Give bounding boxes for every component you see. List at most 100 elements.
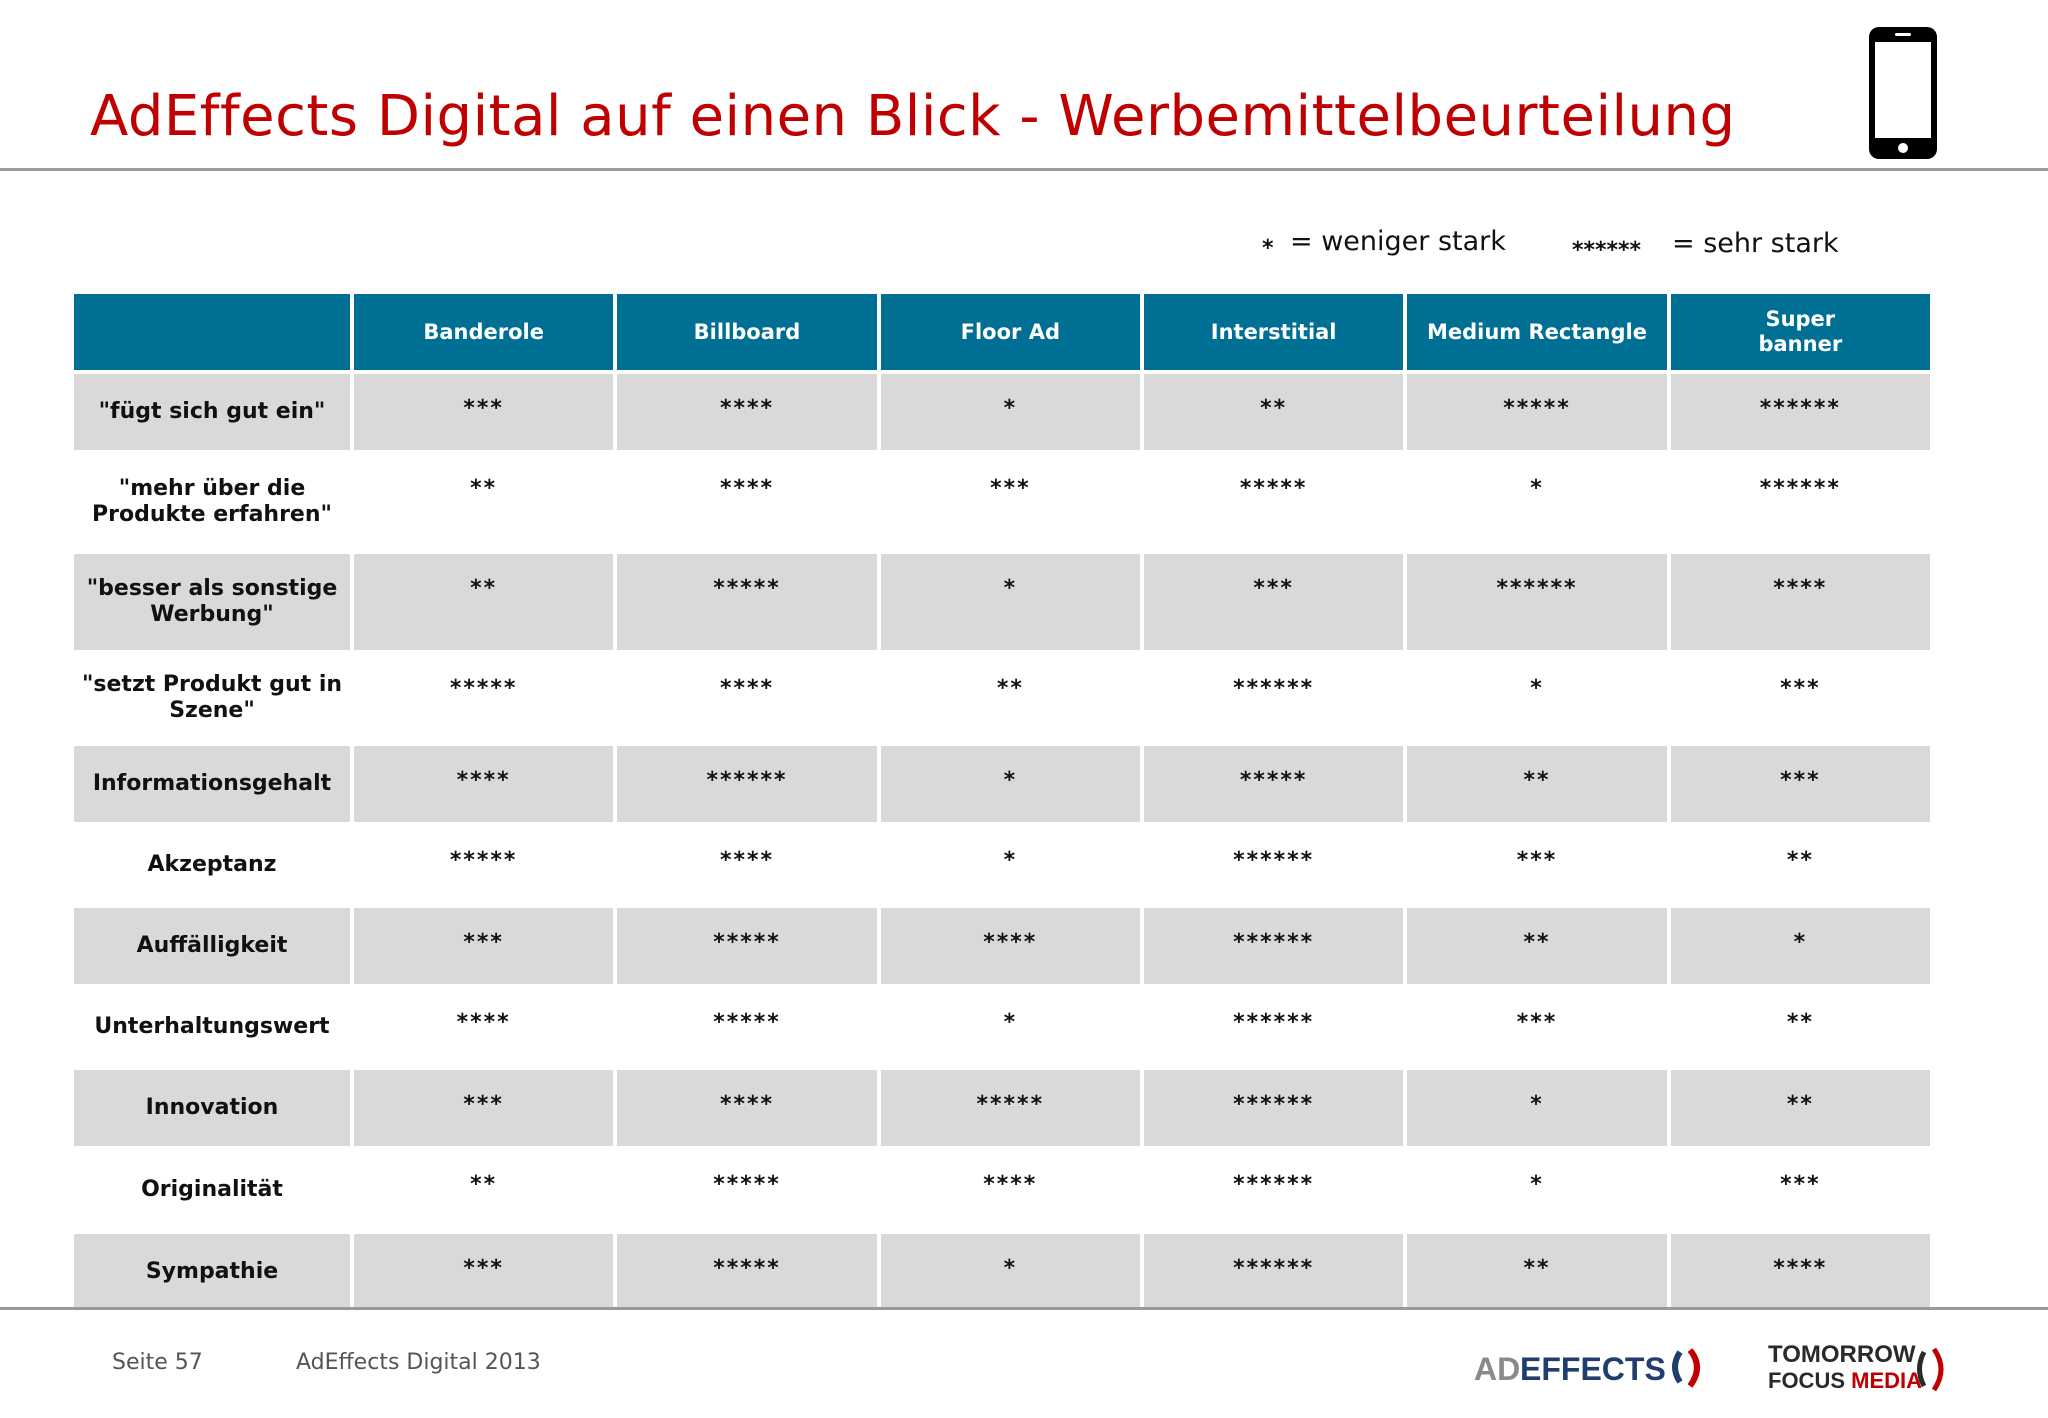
rating-cell: **	[1407, 746, 1667, 822]
row-label: Innovation	[74, 1070, 350, 1146]
rating-cell: *	[880, 554, 1140, 650]
rating-cell: *	[880, 374, 1140, 450]
row-label: Informationsgehalt	[74, 746, 350, 822]
row-label: Akzeptanz	[74, 826, 350, 904]
rating-cell: **	[1407, 908, 1667, 984]
rating-cell: *	[880, 746, 1140, 822]
row-label: "fügt sich gut ein"	[74, 374, 350, 450]
header-corner-cell	[74, 294, 350, 370]
tomorrow-focus-media-logo: TOMORROW FOCUS MEDIA	[1768, 1341, 1944, 1393]
rating-cell: ***	[1670, 1150, 1930, 1230]
row-label: "besser als sonstige Werbung"	[74, 554, 350, 650]
table-row: "fügt sich gut ein" *** **** * ** ***** ******	[74, 374, 1930, 450]
row-label: "mehr über die Produkte erfahren"	[74, 454, 350, 550]
rating-cell: ******	[1670, 374, 1930, 450]
rating-cell: ****	[354, 746, 614, 822]
table-row: Sympathie *** ***** * ****** ** ****	[74, 1234, 1930, 1310]
rating-cell: *	[880, 826, 1140, 904]
footer-report-title: AdEffects Digital 2013	[296, 1350, 541, 1375]
footer-divider	[0, 1307, 2048, 1310]
rating-cell: **	[1670, 826, 1930, 904]
rating-cell: **	[1670, 1070, 1930, 1146]
rating-cell: ******	[1143, 908, 1404, 984]
legend-high-symbol: ******	[1572, 238, 1642, 263]
rating-cell: ******	[1143, 654, 1404, 742]
table-row: Originalität ** ***** **** ****** * ***	[74, 1150, 1930, 1230]
page-number: Seite 57	[112, 1350, 203, 1375]
rating-cell: *****	[617, 554, 877, 650]
rating-cell: ****	[1670, 554, 1930, 650]
rating-cell: *****	[880, 1070, 1140, 1146]
rating-cell: ***	[354, 374, 614, 450]
svg-text:AD: AD	[1474, 1351, 1520, 1387]
rating-cell: ******	[1670, 454, 1930, 550]
rating-cell: ******	[1143, 826, 1404, 904]
rating-cell: *	[1407, 654, 1667, 742]
rating-cell: ******	[1143, 988, 1404, 1066]
rating-cell: *****	[354, 654, 614, 742]
rating-cell: ***	[1670, 746, 1930, 822]
row-label: Sympathie	[74, 1234, 350, 1310]
rating-cell: *	[880, 988, 1140, 1066]
rating-cell: ***	[354, 1070, 614, 1146]
rating-cell: ****	[617, 374, 877, 450]
rating-cell: ***	[1407, 826, 1667, 904]
rating-cell: ****	[880, 1150, 1140, 1230]
rating-cell: ******	[1407, 554, 1667, 650]
legend-high-text: = sehr stark	[1672, 228, 1839, 259]
table-row: "setzt Produkt gut in Szene" ***** **** ** *…	[74, 654, 1930, 742]
rating-cell: *****	[354, 826, 614, 904]
rating-cell: ******	[617, 746, 877, 822]
row-label: "setzt Produkt gut in Szene"	[74, 654, 350, 742]
svg-text:TOMORROW: TOMORROW	[1768, 1341, 1916, 1368]
rating-cell: ***	[354, 908, 614, 984]
rating-cell: ****	[617, 826, 877, 904]
table-row: Unterhaltungswert **** ***** * ****** *** **	[74, 988, 1930, 1066]
rating-cell: *	[1407, 1070, 1667, 1146]
column-header: Floor Ad	[880, 294, 1140, 370]
rating-cell: ******	[1143, 1150, 1404, 1230]
rating-cell: *	[1407, 454, 1667, 550]
rating-cell: **	[880, 654, 1140, 742]
rating-cell: *	[880, 1234, 1140, 1310]
table-header-row: Banderole Billboard Floor Ad Interstitial Me…	[74, 294, 1930, 370]
legend-low-text: = weniger stark	[1290, 226, 1506, 257]
table-body: "fügt sich gut ein" *** **** * ** ***** ******…	[74, 374, 1930, 1310]
rating-cell: *****	[617, 1234, 877, 1310]
rating-cell: ***	[354, 1234, 614, 1310]
rating-cell: ***	[1670, 654, 1930, 742]
page-title: AdEffects Digital auf einen Blick - Werb…	[90, 84, 1736, 149]
rating-cell: ******	[1143, 1070, 1404, 1146]
rating-cell: ****	[617, 454, 877, 550]
rating-cell: ***	[880, 454, 1140, 550]
rating-cell: *****	[617, 1150, 877, 1230]
legend-low-symbol: *	[1262, 236, 1274, 261]
rating-cell: **	[1670, 988, 1930, 1066]
table-row: "mehr über die Produkte erfahren" ** **** *…	[74, 454, 1930, 550]
rating-cell: *****	[617, 988, 877, 1066]
rating-cell: *****	[1143, 454, 1404, 550]
table-row: Informationsgehalt **** ****** * ***** ** ***	[74, 746, 1930, 822]
rating-table: Banderole Billboard Floor Ad Interstitial Me…	[70, 290, 1934, 1314]
rating-cell: ***	[1407, 988, 1667, 1066]
smartphone-icon	[1869, 27, 1937, 159]
row-label: Originalität	[74, 1150, 350, 1230]
rating-cell: *	[1670, 908, 1930, 984]
rating-cell: ****	[1670, 1234, 1930, 1310]
rating-cell: ****	[617, 654, 877, 742]
rating-cell: **	[354, 1150, 614, 1230]
column-header: Billboard	[617, 294, 877, 370]
adeffects-logo: AD EFFECTS	[1474, 1348, 1700, 1388]
column-header: Medium Rectangle	[1407, 294, 1667, 370]
rating-cell: ****	[354, 988, 614, 1066]
row-label: Auffälligkeit	[74, 908, 350, 984]
table-row: Innovation *** **** ***** ****** * **	[74, 1070, 1930, 1146]
rating-cell: **	[354, 454, 614, 550]
svg-text:FOCUS MEDIA: FOCUS MEDIA	[1768, 1368, 1922, 1393]
rating-cell: **	[1407, 1234, 1667, 1310]
column-header: Interstitial	[1143, 294, 1404, 370]
rating-cell: ******	[1143, 1234, 1404, 1310]
rating-cell: **	[1143, 374, 1404, 450]
rating-cell: ****	[617, 1070, 877, 1146]
table-row: Auffälligkeit *** ***** **** ****** ** *	[74, 908, 1930, 984]
